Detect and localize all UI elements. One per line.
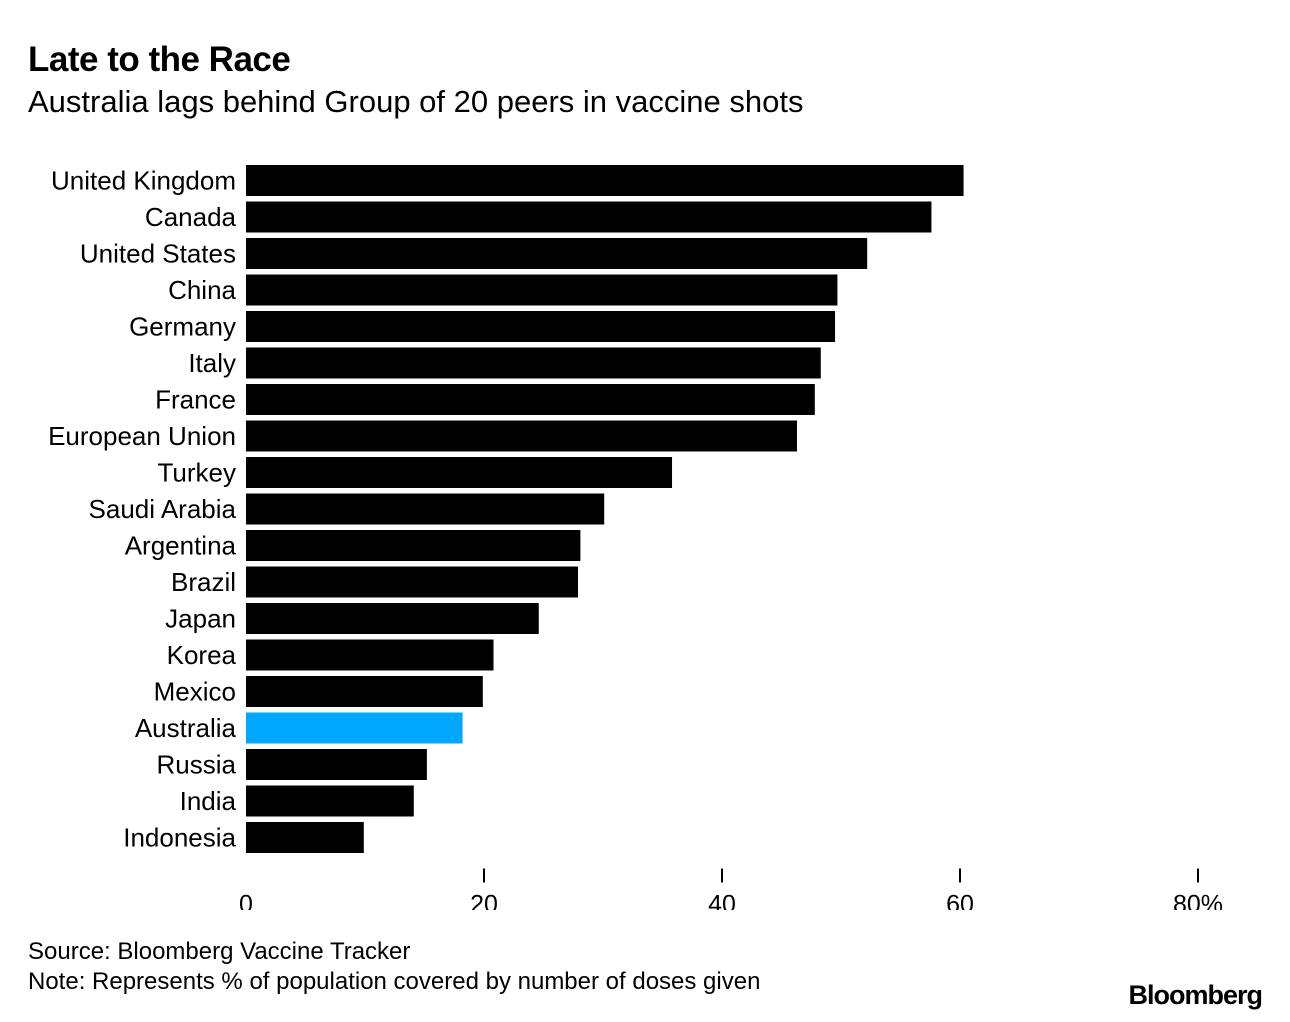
category-label-united-states: United States [80,239,236,269]
bar-united-kingdom [246,165,964,196]
bar-turkey [246,457,673,488]
bar-canada [246,201,932,233]
bar-saudi-arabia [246,493,605,525]
category-label-germany: Germany [129,312,236,342]
category-label-brazil: Brazil [171,567,236,597]
bar-chart: United Kingdom Canada United States China Ge… [48,165,1223,911]
bar-india [246,785,414,817]
bar-argentina [246,530,581,561]
category-label-australia: Australia [135,713,237,743]
category-label-european-union: European Union [48,421,236,451]
category-label-russia: Russia [157,750,237,780]
source-note: Source: Bloomberg Vaccine Tracker [28,938,411,965]
category-label-united-kingdom: United Kingdom [51,166,236,196]
category-label-argentina: Argentina [125,531,237,561]
category-label-china: China [168,275,236,305]
category-label-turkey: Turkey [158,458,237,488]
bar-france [246,384,815,415]
category-label-india: India [180,786,237,816]
chart-subtitle: Australia lags behind Group of 20 peers … [28,84,804,119]
bar-korea [246,639,494,671]
bar-russia [246,749,427,780]
bar-italy [246,347,821,379]
category-label-canada: Canada [145,202,237,232]
bar-mexico [246,676,483,707]
bar-japan [246,603,539,634]
bar-european-union [246,420,797,452]
category-label-france: France [155,385,236,415]
bar-indonesia [246,822,364,853]
x-tick-label: 0 [239,891,253,911]
bar-united-states [246,238,868,269]
x-tick-label: 40 [708,891,736,911]
x-tick-label: 60 [946,891,974,911]
category-label-indonesia: Indonesia [123,823,236,853]
bar-china [246,274,838,306]
x-tick-label: 20 [470,891,498,911]
category-label-mexico: Mexico [154,677,236,707]
bloomberg-logo: Bloomberg [1128,980,1263,1010]
bar-brazil [246,566,579,598]
category-label-japan: Japan [165,604,236,634]
category-label-korea: Korea [167,640,237,670]
chart-title: Late to the Race [28,40,291,79]
bar-australia [246,712,463,744]
category-label-saudi-arabia: Saudi Arabia [89,494,237,524]
bar-germany [246,311,836,342]
footnote: Note: Represents % of population covered… [28,968,761,995]
x-tick-label: 80% [1173,891,1223,911]
category-label-italy: Italy [188,348,236,378]
